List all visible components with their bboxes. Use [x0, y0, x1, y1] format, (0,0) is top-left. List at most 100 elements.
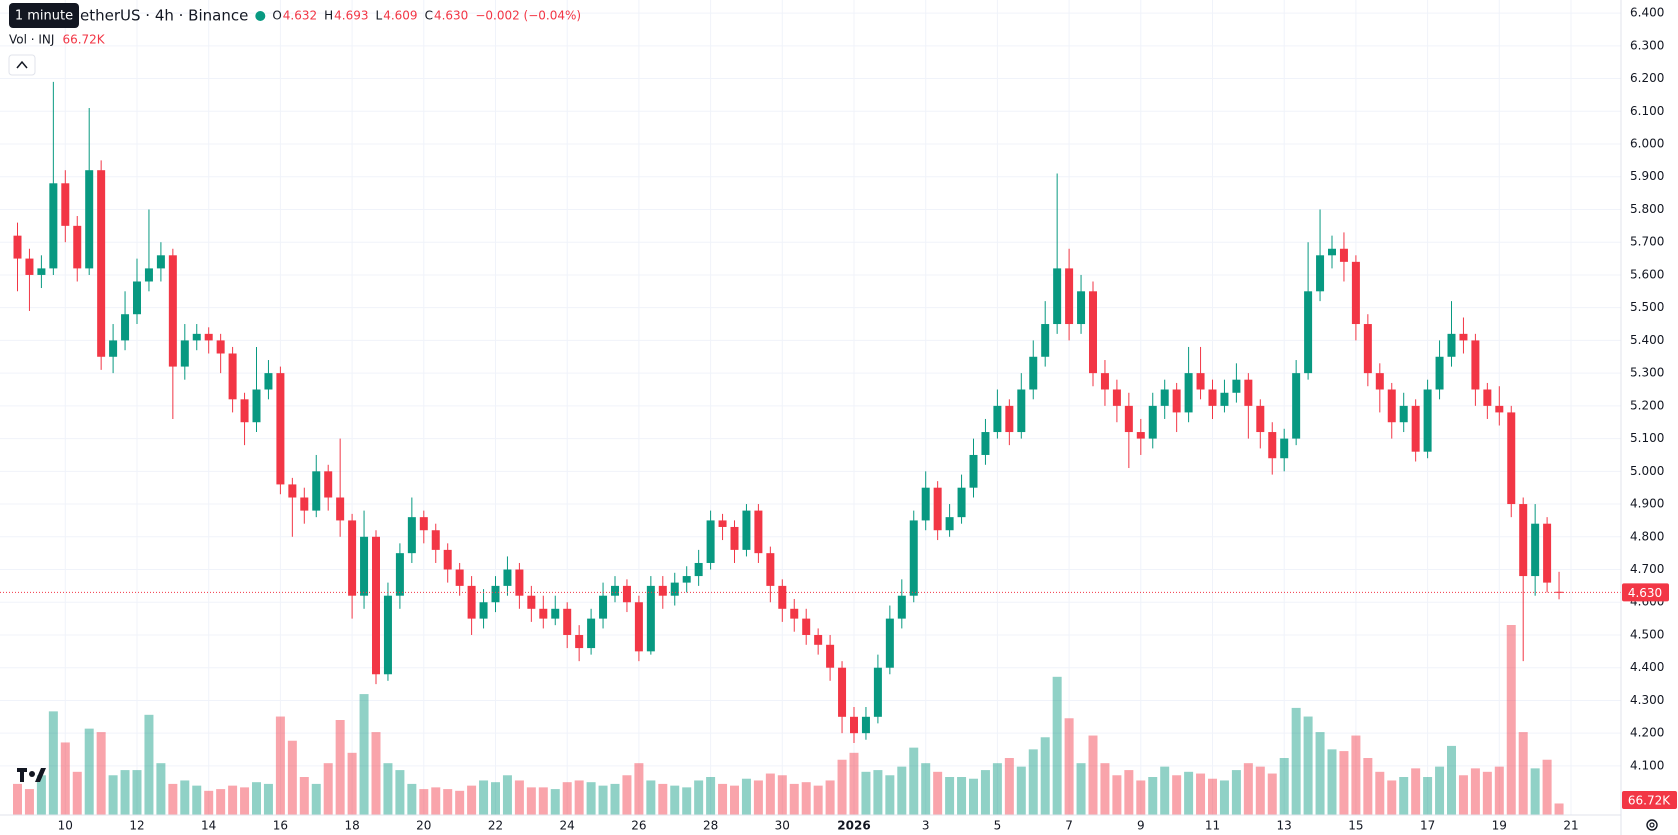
volume-bar	[1315, 732, 1325, 815]
candle-body	[527, 595, 536, 609]
volume-bar	[538, 787, 548, 815]
y-tick-label: 5.000	[1630, 464, 1664, 478]
candle-body	[300, 497, 309, 511]
volume-bar	[240, 787, 250, 815]
candle-body	[1148, 405, 1157, 439]
volume-bar	[526, 787, 536, 815]
volume-bar	[252, 782, 261, 815]
candle-body	[634, 602, 643, 652]
candle-body	[1447, 333, 1456, 357]
change-value: −0.002 (−0.04%)	[475, 9, 581, 23]
candle-body	[754, 510, 763, 554]
volume-bar	[1470, 768, 1480, 815]
volume-bar	[1016, 766, 1026, 815]
candle-body	[1543, 523, 1552, 583]
x-tick-label: 30	[775, 819, 790, 833]
x-tick-label: 26	[631, 819, 646, 833]
tradingview-logo[interactable]	[17, 768, 46, 782]
candle-body	[670, 582, 679, 596]
volume-tag-label: 66.72K	[1628, 794, 1671, 808]
volume-bar	[36, 775, 46, 815]
volume-bar	[634, 763, 644, 815]
candle-body	[1172, 389, 1181, 413]
candle-body	[622, 585, 631, 603]
volume-bar	[837, 759, 847, 815]
y-tick-label: 4.800	[1630, 529, 1664, 543]
volume-bar	[969, 778, 978, 815]
candle-body	[443, 549, 452, 570]
volume-bar	[467, 785, 477, 815]
candle-body	[957, 487, 966, 518]
candle-body	[1208, 389, 1217, 406]
volume-bar	[1327, 749, 1337, 815]
candle-body	[850, 716, 858, 734]
candle-body	[85, 170, 94, 269]
volume-bar	[730, 785, 739, 815]
volume-bar	[562, 782, 572, 815]
candle-body	[1244, 379, 1253, 406]
volume-bar	[849, 752, 859, 815]
candle-body	[109, 340, 118, 357]
x-tick-label: 18	[344, 819, 359, 833]
ohlc-key: L	[376, 9, 383, 23]
volume-bar	[765, 773, 775, 815]
x-tick-label: 14	[201, 819, 216, 833]
x-tick-label: 7	[1065, 819, 1073, 833]
candle-body	[180, 340, 189, 367]
x-tick-label: 13	[1277, 819, 1292, 833]
volume-bar	[168, 783, 178, 815]
candle-body	[133, 281, 141, 315]
candle-body	[551, 608, 560, 619]
candle-body	[706, 520, 715, 563]
candle-body	[1029, 356, 1038, 390]
y-tick-label: 5.300	[1630, 366, 1664, 380]
candle-body	[1328, 248, 1336, 256]
candle-body	[168, 255, 177, 367]
ohlc-value: 4.630	[434, 9, 468, 23]
settings-icon[interactable]	[1646, 819, 1658, 831]
candle-body	[37, 268, 46, 275]
volume-bar	[1447, 745, 1456, 815]
candle-body	[1351, 261, 1360, 325]
y-tick-label: 4.400	[1630, 660, 1664, 674]
volume-bar	[753, 780, 763, 815]
candle-body	[156, 255, 165, 269]
candle-body	[97, 170, 106, 357]
volume-bar	[1339, 751, 1349, 815]
candle-body	[144, 268, 153, 282]
candle-body	[575, 634, 584, 649]
candle-body	[383, 595, 392, 675]
candle-body	[814, 634, 823, 645]
candle-body	[1256, 405, 1265, 433]
volume-bar	[1482, 771, 1492, 815]
candle-layer	[0, 81, 1621, 743]
candle-body	[658, 585, 667, 596]
candle-body	[336, 497, 345, 521]
volume-bar	[287, 740, 297, 815]
volume-bar	[514, 780, 524, 815]
candle-body	[826, 644, 835, 668]
volume-bar	[491, 782, 500, 815]
candle-body	[216, 340, 225, 354]
volume-bar	[1411, 768, 1421, 815]
y-tick-label: 5.800	[1630, 202, 1664, 216]
volume-bar	[670, 785, 680, 815]
candle-body	[1124, 405, 1133, 433]
candle-body	[1136, 432, 1145, 439]
candle-body	[1017, 389, 1026, 433]
candle-body	[1100, 373, 1109, 390]
y-tick-label: 4.100	[1630, 758, 1664, 772]
y-tick-label: 5.200	[1630, 398, 1664, 412]
volume-bar	[1458, 775, 1468, 815]
candle-body	[360, 536, 369, 596]
volume-bar	[1255, 766, 1265, 815]
volume-bar	[323, 763, 333, 815]
y-tick-label: 4.700	[1630, 562, 1664, 576]
volume-bar	[192, 785, 202, 815]
x-tick-label: 21	[1563, 819, 1578, 833]
volume-bar	[598, 785, 608, 815]
volume-bar	[1136, 780, 1146, 815]
candle-body	[515, 569, 524, 596]
collapse-button[interactable]	[8, 54, 36, 76]
